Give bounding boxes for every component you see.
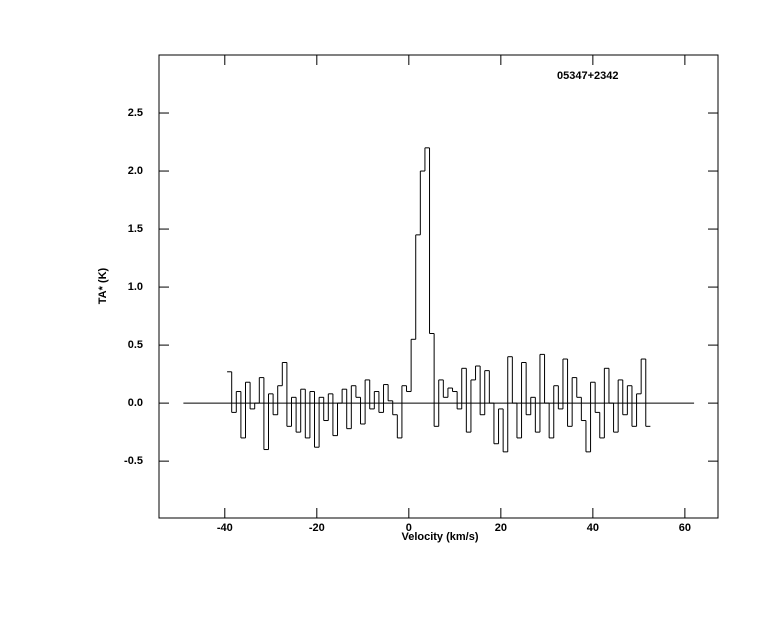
y-tick-label: 1.0 [128,281,143,293]
x-tick-label: 20 [495,522,507,534]
y-tick-label: 0.5 [128,339,143,351]
y-tick-label: -0.5 [124,455,143,467]
x-axis-label: Velocity (km/s) [401,531,478,543]
y-tick-label: 2.5 [128,107,143,119]
y-tick-label: 1.5 [128,223,143,235]
x-tick-label: 60 [679,522,691,534]
x-tick-label: 40 [587,522,599,534]
x-tick-label: -20 [309,522,325,534]
y-axis-label: TA* (K) [97,267,109,304]
plot-frame [158,54,719,519]
y-tick-label: 0.0 [128,397,143,409]
x-tick-label: -40 [217,522,233,534]
x-tick-label: 0 [406,522,412,534]
annotation: 05347+2342 [557,70,618,82]
y-tick-label: 2.0 [128,165,143,177]
